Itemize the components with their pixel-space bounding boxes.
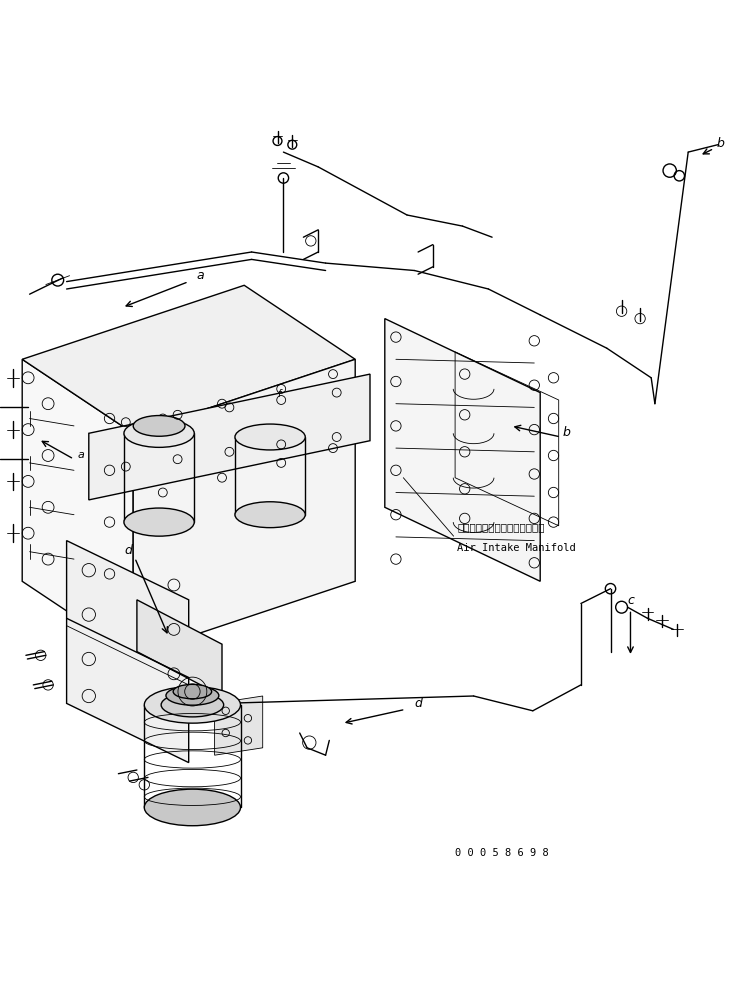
- Ellipse shape: [144, 687, 240, 724]
- Polygon shape: [22, 286, 355, 434]
- Text: f: f: [278, 388, 281, 399]
- Ellipse shape: [235, 502, 305, 528]
- Text: b: b: [716, 137, 724, 150]
- Ellipse shape: [124, 420, 194, 448]
- Text: a: a: [78, 450, 84, 459]
- Text: d: d: [414, 696, 423, 709]
- Polygon shape: [215, 696, 263, 755]
- Ellipse shape: [161, 693, 223, 717]
- Polygon shape: [137, 600, 222, 696]
- Polygon shape: [385, 319, 540, 582]
- Ellipse shape: [173, 684, 212, 699]
- Polygon shape: [133, 360, 355, 656]
- Text: b: b: [562, 425, 571, 439]
- Text: Air Intake Manifold: Air Intake Manifold: [457, 542, 576, 552]
- Ellipse shape: [166, 686, 219, 705]
- Text: エアーインテークマニホールド: エアーインテークマニホールド: [457, 522, 545, 531]
- Text: 0 0 0 5 8 6 9 8: 0 0 0 5 8 6 9 8: [455, 847, 549, 857]
- Ellipse shape: [144, 790, 240, 826]
- Polygon shape: [67, 541, 189, 763]
- Polygon shape: [89, 375, 370, 500]
- Text: c: c: [628, 594, 634, 607]
- Ellipse shape: [124, 509, 194, 536]
- Polygon shape: [22, 360, 133, 656]
- Ellipse shape: [235, 425, 305, 451]
- Ellipse shape: [133, 416, 185, 437]
- Text: d: d: [124, 543, 132, 557]
- Text: a: a: [196, 268, 204, 282]
